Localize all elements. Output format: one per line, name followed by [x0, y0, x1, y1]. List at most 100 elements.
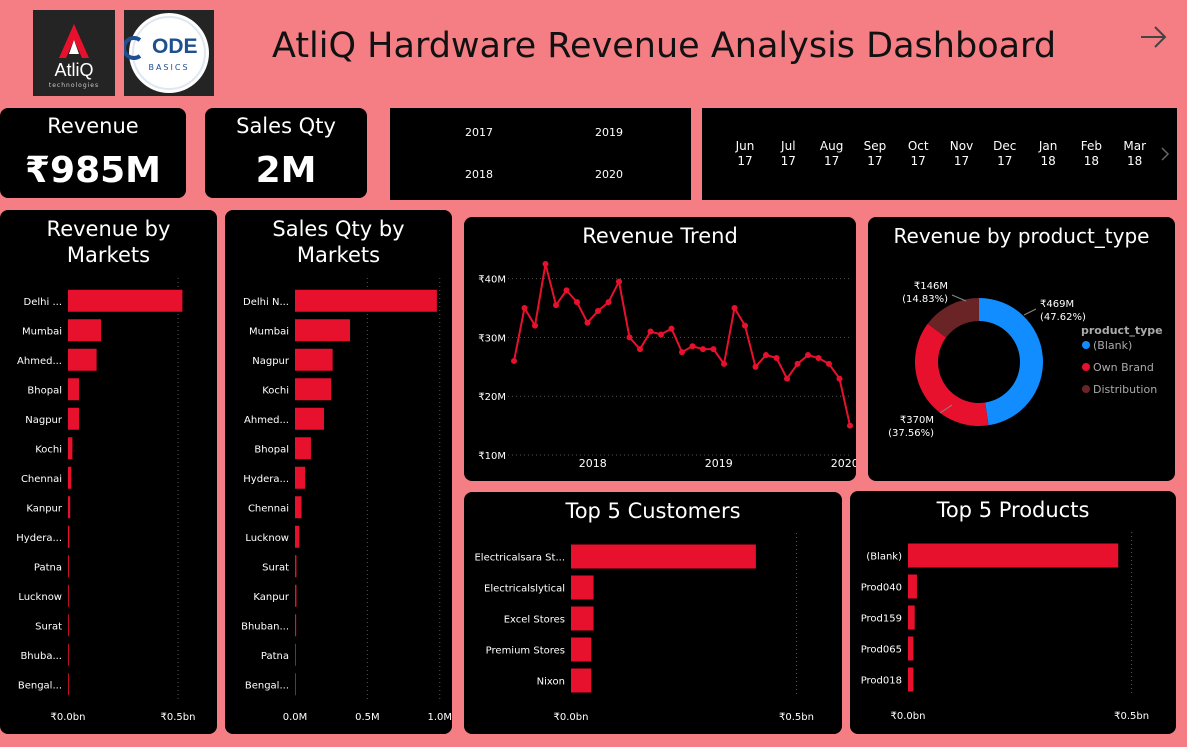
x-tick-label: ₹0.5bn: [161, 712, 196, 723]
data-point: [826, 360, 832, 367]
leader-line: [939, 404, 953, 414]
year-option[interactable]: 2020: [595, 168, 623, 181]
data-point: [794, 360, 801, 367]
year-option[interactable]: 2017: [465, 126, 493, 139]
category-label: Prod018: [861, 676, 902, 687]
bar: [295, 319, 351, 342]
y-tick-label: ₹20M: [478, 392, 506, 403]
codebasics-logo-text: ODE: [152, 35, 198, 58]
data-point: [763, 352, 769, 359]
bar: [571, 668, 592, 693]
category-label: Delhi N...: [243, 297, 289, 308]
x-tick-label: 2019: [705, 457, 733, 470]
month-option[interactable]: Jul 17: [780, 139, 796, 168]
chart-title: Revenue Trend: [582, 224, 738, 248]
data-point: [563, 287, 570, 294]
bar: [68, 496, 71, 519]
month-option[interactable]: Jan 18: [1038, 139, 1058, 168]
bar: [295, 555, 297, 578]
category-label: Kanpur: [253, 592, 290, 603]
category-label: Nagpur: [25, 415, 63, 426]
data-point: [521, 305, 528, 312]
data-point: [658, 331, 664, 338]
month-option[interactable]: Sep 17: [863, 139, 887, 168]
trend-line: [513, 263, 851, 426]
codebasics-logo: ODE BASICS: [122, 10, 214, 96]
year-option[interactable]: 2018: [465, 168, 493, 181]
data-point: [679, 349, 685, 356]
bar: [571, 544, 756, 569]
donut-slice: [915, 323, 989, 426]
slice-percent-label: (14.83%): [902, 294, 948, 305]
category-label: Mumbai: [249, 326, 289, 337]
sales-qty-by-markets-plot: 0.0M 0.5M 1.0M Delhi N... Mumbai Nagpur Kochi A…: [241, 278, 452, 723]
chart-title: Sales Qty by: [272, 217, 405, 241]
category-label: Bengal...: [18, 680, 62, 691]
month-option[interactable]: Nov 17: [949, 139, 974, 168]
legend-item-label: (Blank): [1093, 339, 1132, 352]
atliq-logo-icon: [59, 24, 89, 58]
revenue-by-markets-plot: ₹0.0bn ₹0.5bn Delhi ... Mumbai Ahmed... Bhopa…: [16, 278, 196, 723]
bar: [295, 496, 302, 519]
data-point: [836, 375, 843, 382]
month-option[interactable]: Mar 18: [1123, 139, 1146, 168]
bar: [571, 637, 592, 662]
x-tick-label: ₹0.5bn: [779, 712, 814, 723]
bar: [571, 606, 594, 631]
arrow-right-icon[interactable]: [1137, 20, 1171, 54]
year-option[interactable]: 2019: [595, 126, 623, 139]
top-5-customers-plot: ₹0.0bn ₹0.5bn Electricalsara St... Electric…: [474, 533, 814, 723]
revenue-label: Revenue: [47, 114, 139, 138]
x-tick-label: ₹0.0bn: [891, 711, 926, 722]
month-option[interactable]: Oct 17: [907, 139, 929, 168]
bar: [295, 673, 296, 696]
leader-line: [1023, 308, 1037, 316]
data-point: [731, 305, 738, 312]
category-label: Lucknow: [245, 533, 289, 544]
category-label: Chennai: [21, 474, 62, 485]
sales-qty-by-markets-chart: Sales Qty by Markets 0.0M 0.5M 1.0M Delhi N…: [225, 210, 452, 734]
bar: [295, 584, 297, 607]
x-tick-label: ₹0.0bn: [554, 712, 589, 723]
chevron-right-icon[interactable]: [1158, 144, 1172, 164]
bar: [68, 525, 70, 548]
month-option[interactable]: Jun 17: [735, 139, 755, 168]
category-label: Hydera...: [16, 533, 62, 544]
data-point: [752, 363, 759, 370]
legend-item-label: Distribution: [1093, 383, 1157, 396]
category-label: Chennai: [248, 503, 289, 514]
bar: [68, 289, 183, 312]
category-label: Bengal...: [245, 680, 289, 691]
bar: [908, 636, 914, 661]
sales-qty-card: Sales Qty 2M: [205, 108, 367, 198]
category-label: Nixon: [537, 677, 565, 688]
chart-title: Revenue by: [46, 217, 171, 241]
chart-title: Top 5 Products: [936, 498, 1090, 522]
codebasics-logo-icon: [122, 13, 209, 93]
bar: [68, 348, 97, 371]
category-label: Prod040: [861, 583, 902, 594]
data-point: [668, 325, 675, 332]
slice-percent-label: (37.56%): [888, 428, 934, 439]
category-label: Bhuba...: [20, 651, 62, 662]
x-tick-label: 0.5M: [355, 712, 380, 723]
slice-value-label: ₹469M: [1040, 299, 1074, 310]
bar: [68, 673, 69, 696]
month-option[interactable]: Feb 18: [1080, 139, 1103, 168]
atliq-logo-sub: technologies: [48, 82, 100, 89]
data-point: [616, 278, 622, 285]
atliq-logo-text: AtliQ: [54, 60, 94, 80]
data-point: [532, 322, 538, 329]
category-label: Premium Stores: [486, 646, 565, 657]
chart-title: Top 5 Customers: [565, 499, 741, 523]
data-point: [542, 260, 549, 267]
month-option[interactable]: Aug 17: [819, 139, 844, 168]
category-label: Hydera...: [243, 474, 289, 485]
revenue-value: ₹985M: [24, 150, 162, 191]
top-5-products-chart: Top 5 Products ₹0.0bn ₹0.5bn (Blank) Prod04…: [850, 491, 1176, 734]
category-label: Nagpur: [252, 356, 290, 367]
bar: [295, 378, 332, 401]
month-option[interactable]: Dec 17: [993, 139, 1017, 168]
x-tick-label: 2018: [579, 457, 607, 470]
category-label: Prod065: [861, 645, 902, 656]
